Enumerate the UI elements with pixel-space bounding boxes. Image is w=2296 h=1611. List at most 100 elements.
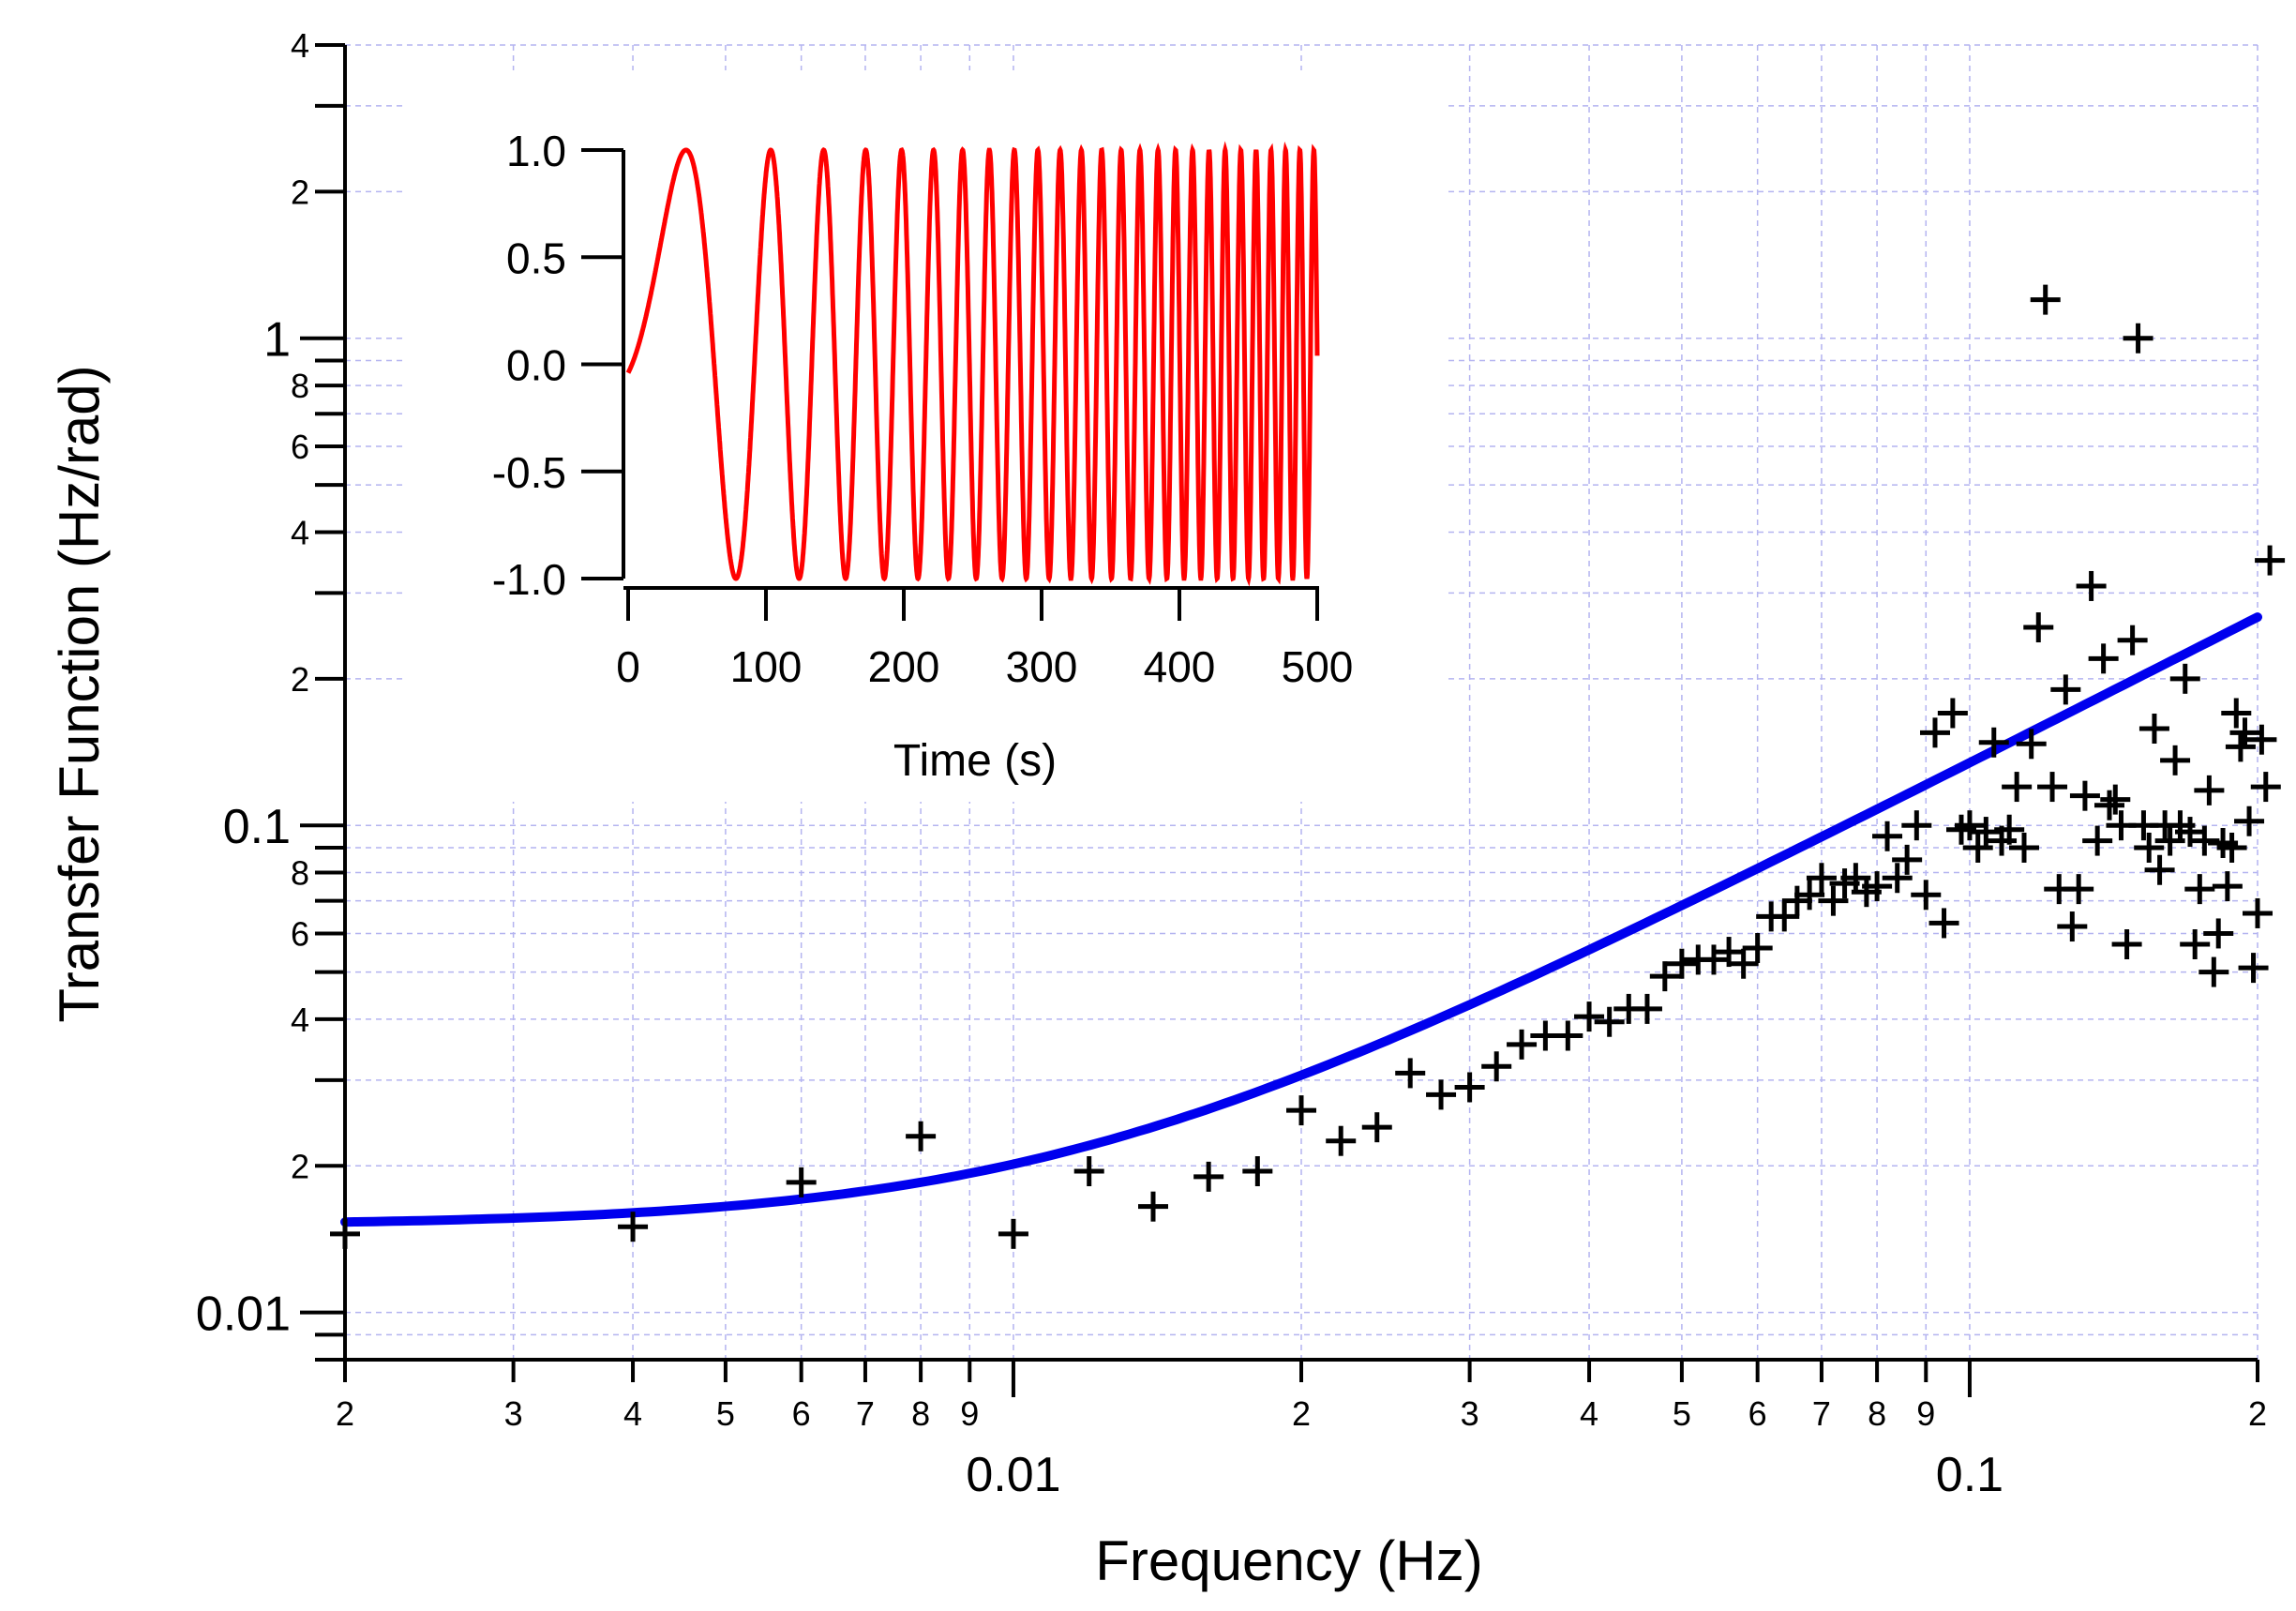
data-point — [906, 1121, 937, 1152]
x-major-label: 0.1 — [1936, 1448, 2003, 1502]
data-point — [1794, 880, 1825, 911]
data-point — [2088, 643, 2119, 674]
x-tick-label: 3 — [504, 1394, 523, 1433]
fit-curve — [340, 612, 2262, 1227]
inset-y-tick-label: 0.0 — [506, 341, 566, 390]
data-point — [2082, 825, 2113, 856]
chirp-signal-line — [625, 141, 1320, 587]
data-point — [1781, 885, 1812, 916]
data-point — [2250, 772, 2281, 803]
data-point — [2057, 911, 2088, 942]
data-point — [1962, 832, 1993, 863]
y-major-label: 0.01 — [196, 1287, 291, 1342]
data-point — [2023, 612, 2054, 643]
data-point — [2234, 806, 2265, 836]
data-point — [1426, 1079, 1457, 1110]
data-point — [2212, 871, 2243, 902]
data-point — [2216, 832, 2247, 863]
y-tick-label: 2 — [291, 1147, 309, 1185]
data-point — [2203, 918, 2234, 949]
inset-x-tick-label: 0 — [616, 642, 640, 691]
data-point — [1574, 1001, 1605, 1032]
data-point — [2221, 698, 2252, 729]
x-tick-label: 8 — [1868, 1394, 1886, 1433]
x-tick-label: 9 — [960, 1394, 979, 1433]
data-point — [1073, 1155, 1104, 1186]
data-point — [2255, 545, 2286, 576]
data-point — [2123, 323, 2153, 354]
x-tick-label: 7 — [1812, 1394, 1831, 1433]
data-point — [2016, 729, 2047, 760]
data-point — [2117, 625, 2148, 655]
data-point — [1954, 810, 1985, 841]
data-point — [1728, 948, 1759, 979]
data-point — [1326, 1125, 1357, 1156]
data-point — [1978, 727, 2009, 758]
data-point — [1481, 1051, 1512, 1082]
data-point — [1862, 871, 1893, 902]
data-point — [1920, 717, 1951, 748]
data-point — [1395, 1058, 1426, 1089]
x-axis-title: Frequency (Hz) — [1095, 1529, 1482, 1592]
x-tick-label: 9 — [1916, 1394, 1935, 1433]
data-point — [1769, 901, 1800, 932]
data-point — [1553, 1020, 1583, 1051]
data-point — [1742, 933, 1773, 964]
data-point — [1901, 810, 1932, 841]
data-point — [2138, 714, 2169, 745]
data-point — [2050, 674, 2081, 705]
data-point — [2246, 724, 2277, 755]
data-point — [2008, 832, 2039, 863]
inset-chirp-chart: 1.0 0.5 0.0 -0.5 -1.0 0 100 200 300 400 500 — [492, 127, 1354, 691]
data-point — [786, 1167, 817, 1197]
data-point — [618, 1212, 649, 1242]
y-tick-label: 8 — [291, 367, 309, 405]
data-point — [2184, 874, 2215, 905]
data-point — [1454, 1072, 1485, 1103]
data-point — [2063, 874, 2094, 905]
data-point — [2229, 717, 2260, 748]
inset-x-tick-label: 200 — [868, 642, 940, 691]
data-point — [1666, 948, 1697, 979]
y-tick-label: 4 — [291, 513, 309, 551]
inset-x-axis-title: Time (s) — [893, 736, 1057, 786]
data-point — [1138, 1191, 1168, 1222]
x-tick-label: 2 — [2248, 1394, 2267, 1433]
data-point — [1594, 1006, 1625, 1037]
inset-x-tick-label: 100 — [730, 642, 803, 691]
data-point — [2002, 772, 2033, 803]
data-point — [2180, 929, 2211, 960]
y-tick-label: 4 — [291, 26, 309, 65]
data-point — [2069, 780, 2100, 811]
x-tick-label: 5 — [716, 1394, 735, 1433]
x-tick-label: 6 — [792, 1394, 811, 1433]
y-axis-title: Transfer Function (Hz/rad) — [48, 365, 111, 1022]
x-tick-label: 4 — [1580, 1394, 1598, 1433]
data-point — [2100, 784, 2131, 815]
data-point — [2111, 929, 2142, 960]
y-tick-label: 4 — [291, 1001, 309, 1039]
data-point — [2238, 953, 2269, 984]
y-major-label: 1 — [263, 313, 291, 368]
data-point — [2094, 790, 2124, 821]
data-point — [2076, 570, 2107, 601]
data-point — [998, 1218, 1028, 1249]
inset-x-tick-label: 400 — [1144, 642, 1216, 691]
inset-y-tick-label: -0.5 — [492, 448, 566, 497]
data-point — [1806, 863, 1837, 894]
inset-x-tick-label: 300 — [1006, 642, 1078, 691]
inset-y-tick-label: 0.5 — [506, 233, 566, 282]
data-point — [1892, 844, 1923, 875]
y-tick-label: 2 — [291, 173, 309, 211]
x-major-label: 0.01 — [966, 1448, 1060, 1502]
data-point — [2198, 956, 2229, 987]
data-point — [2243, 897, 2273, 928]
y-tick-label: 8 — [291, 854, 309, 893]
data-point — [1507, 1029, 1538, 1060]
data-point — [1928, 908, 1959, 939]
data-point — [2225, 731, 2256, 762]
data-point — [1911, 880, 1942, 911]
data-point — [1193, 1161, 1224, 1192]
